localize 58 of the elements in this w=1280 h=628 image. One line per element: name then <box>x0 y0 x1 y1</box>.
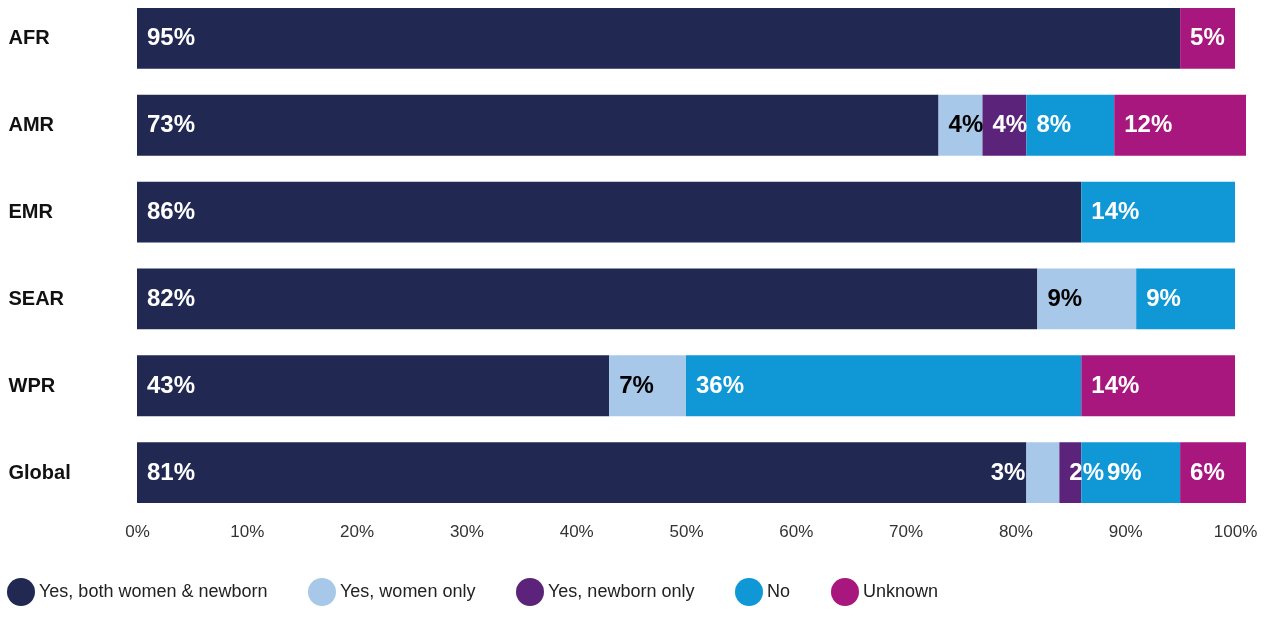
data-label: 86% <box>147 197 196 225</box>
y-tick-label: AFR <box>8 26 51 49</box>
x-tick-label: 40% <box>559 521 594 541</box>
data-label: 4% <box>948 110 984 138</box>
x-tick-label: 0% <box>125 521 150 541</box>
data-label: 73% <box>147 110 196 138</box>
data-label: 14% <box>1091 197 1140 225</box>
x-tick-label: 50% <box>669 521 704 541</box>
data-label: 9% <box>1047 283 1083 311</box>
bar <box>1081 355 1236 417</box>
data-label: 14% <box>1091 370 1140 398</box>
data-label: 12% <box>1124 110 1173 138</box>
x-tick-label: 10% <box>230 521 265 541</box>
data-label: 6% <box>1190 457 1225 485</box>
legend-label: Yes, women only <box>340 581 476 601</box>
bar <box>1037 268 1137 330</box>
data-label: 95% <box>147 23 196 51</box>
bar <box>686 355 1082 417</box>
data-label: 36% <box>696 370 745 398</box>
bar <box>1026 94 1115 156</box>
legend-label: Yes, both women & newborn <box>39 581 268 601</box>
data-label: 82% <box>147 283 196 311</box>
data-label: 9% <box>1107 457 1142 485</box>
x-tick-label: 100% <box>1213 521 1258 541</box>
y-tick-label: WPR <box>8 373 56 396</box>
x-tick-label: 60% <box>779 521 814 541</box>
bar <box>1180 442 1246 503</box>
x-tick-label: 30% <box>449 521 484 541</box>
x-tick-label: 70% <box>889 521 924 541</box>
legend-label: Unknown <box>863 581 939 601</box>
bar <box>137 181 1082 243</box>
bar <box>1114 94 1246 156</box>
bar <box>137 8 1181 69</box>
bar <box>1026 442 1060 503</box>
bar <box>137 94 939 156</box>
bar <box>609 355 687 417</box>
y-tick-label: Global <box>8 460 71 483</box>
x-tick-label: 90% <box>1108 521 1143 541</box>
bar <box>1136 268 1236 330</box>
x-tick-label: 80% <box>998 521 1033 541</box>
y-tick-label: SEAR <box>8 286 65 309</box>
data-label: 9% <box>1146 283 1181 311</box>
legend-label: Yes, newborn only <box>548 581 695 601</box>
bar <box>137 355 610 417</box>
bar <box>1081 181 1236 243</box>
data-label: 7% <box>619 370 654 398</box>
x-tick-label: 20% <box>340 521 375 541</box>
bar <box>137 268 1038 330</box>
legend-label: No <box>767 581 791 601</box>
data-label: 2% <box>1069 457 1105 485</box>
data-label: 3% <box>990 457 1026 485</box>
data-label: 81% <box>147 457 196 485</box>
data-label: 5% <box>1190 23 1225 51</box>
data-label: 43% <box>147 370 196 398</box>
bar <box>137 442 1027 503</box>
y-tick-label: EMR <box>8 200 54 223</box>
data-label: 8% <box>1036 110 1072 138</box>
y-tick-label: AMR <box>8 113 55 136</box>
